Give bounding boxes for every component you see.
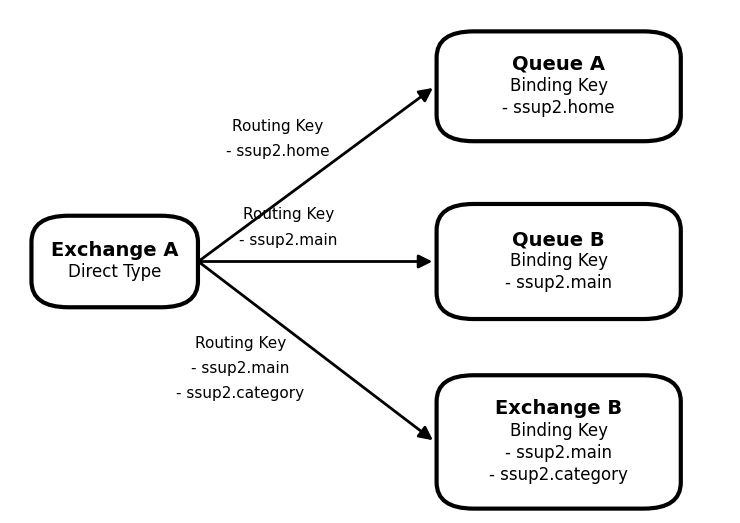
Text: - ssup2.main: - ssup2.main bbox=[192, 361, 289, 376]
FancyBboxPatch shape bbox=[31, 216, 198, 308]
FancyBboxPatch shape bbox=[437, 31, 681, 141]
Text: Routing Key: Routing Key bbox=[243, 208, 334, 222]
Text: - ssup2.home: - ssup2.home bbox=[226, 144, 329, 158]
Text: - ssup2.category: - ssup2.category bbox=[176, 386, 305, 401]
Text: Exchange A: Exchange A bbox=[51, 241, 178, 260]
Text: - ssup2.main: - ssup2.main bbox=[505, 444, 612, 462]
Text: Binding Key: Binding Key bbox=[510, 422, 608, 440]
Text: - ssup2.home: - ssup2.home bbox=[502, 99, 615, 117]
Text: Routing Key: Routing Key bbox=[195, 336, 286, 351]
Text: Routing Key: Routing Key bbox=[232, 119, 323, 133]
Text: - ssup2.main: - ssup2.main bbox=[240, 233, 337, 247]
Text: - ssup2.category: - ssup2.category bbox=[489, 466, 628, 484]
Text: Direct Type: Direct Type bbox=[68, 264, 161, 281]
Text: - ssup2.main: - ssup2.main bbox=[505, 275, 612, 292]
Text: Binding Key: Binding Key bbox=[510, 77, 608, 95]
FancyBboxPatch shape bbox=[437, 204, 681, 319]
Text: Queue A: Queue A bbox=[512, 55, 605, 74]
Text: Binding Key: Binding Key bbox=[510, 253, 608, 270]
Text: Queue B: Queue B bbox=[512, 230, 605, 249]
FancyBboxPatch shape bbox=[437, 376, 681, 508]
Text: Exchange B: Exchange B bbox=[495, 400, 622, 418]
